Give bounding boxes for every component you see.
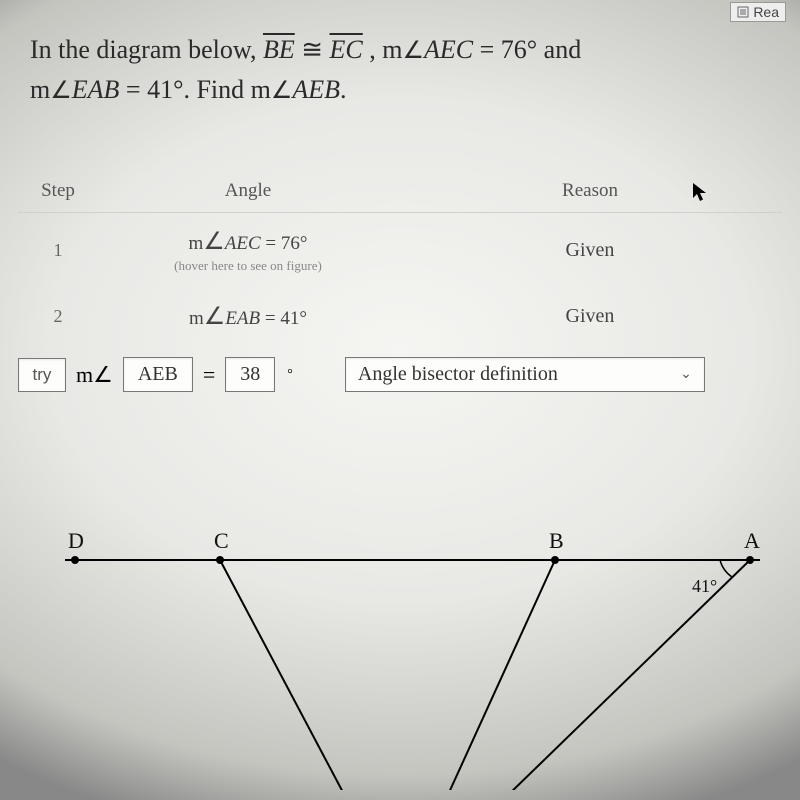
problem-statement: In the diagram below, BE ≅ EC , m∠AEC = … bbox=[30, 30, 780, 111]
label-a: A bbox=[744, 528, 760, 554]
chevron-down-icon: ⌄ bbox=[680, 366, 692, 383]
step-angle[interactable]: m∠EAB = 41° bbox=[98, 302, 398, 331]
label-b: B bbox=[549, 528, 564, 554]
header-angle: Angle bbox=[98, 180, 398, 202]
table-header-row: Step Angle Reason bbox=[18, 170, 782, 213]
segment-be: BE bbox=[263, 35, 295, 64]
list-icon bbox=[737, 6, 749, 18]
angle-arc-a bbox=[720, 560, 732, 577]
tab-label: Rea bbox=[753, 4, 779, 20]
degree-label: ° bbox=[287, 367, 293, 383]
value-input[interactable]: 38 bbox=[225, 357, 275, 392]
hover-hint: (hover here to see on figure) bbox=[98, 258, 398, 274]
angle-41-label: 41° bbox=[692, 576, 717, 597]
reading-list-tab[interactable]: Rea bbox=[730, 2, 786, 22]
point-d bbox=[71, 556, 79, 564]
m-angle-label: m∠ bbox=[76, 362, 113, 388]
line-be bbox=[400, 560, 555, 790]
header-reason: Reason bbox=[398, 180, 782, 202]
line-ce bbox=[220, 560, 400, 790]
step-number: 1 bbox=[18, 240, 98, 261]
header-step: Step bbox=[18, 180, 98, 202]
equals-label: = bbox=[203, 362, 215, 388]
label-d: D bbox=[68, 528, 84, 554]
reason-selected-text: Angle bisector definition bbox=[358, 363, 558, 386]
segment-ec: EC bbox=[330, 35, 363, 64]
diagram-svg bbox=[20, 500, 780, 790]
table-row: 2 m∠EAB = 41° Given bbox=[18, 288, 782, 345]
proof-table: Step Angle Reason 1 m∠AEC = 76° (hover h… bbox=[18, 170, 782, 404]
label-c: C bbox=[214, 528, 229, 554]
try-button[interactable]: try bbox=[18, 358, 66, 392]
try-row: try m∠ AEB = 38 ° Angle bisector definit… bbox=[18, 345, 782, 404]
step-number: 2 bbox=[18, 306, 98, 327]
step-angle[interactable]: m∠AEC = 76° (hover here to see on figure… bbox=[98, 227, 398, 274]
table-row: 1 m∠AEC = 76° (hover here to see on figu… bbox=[18, 213, 782, 288]
reason-select[interactable]: Angle bisector definition ⌄ bbox=[345, 357, 705, 392]
step-reason: Given bbox=[398, 305, 782, 328]
step-reason: Given bbox=[398, 239, 782, 262]
geometry-diagram: D C B A 41° bbox=[20, 500, 780, 790]
angle-input[interactable]: AEB bbox=[123, 357, 193, 392]
